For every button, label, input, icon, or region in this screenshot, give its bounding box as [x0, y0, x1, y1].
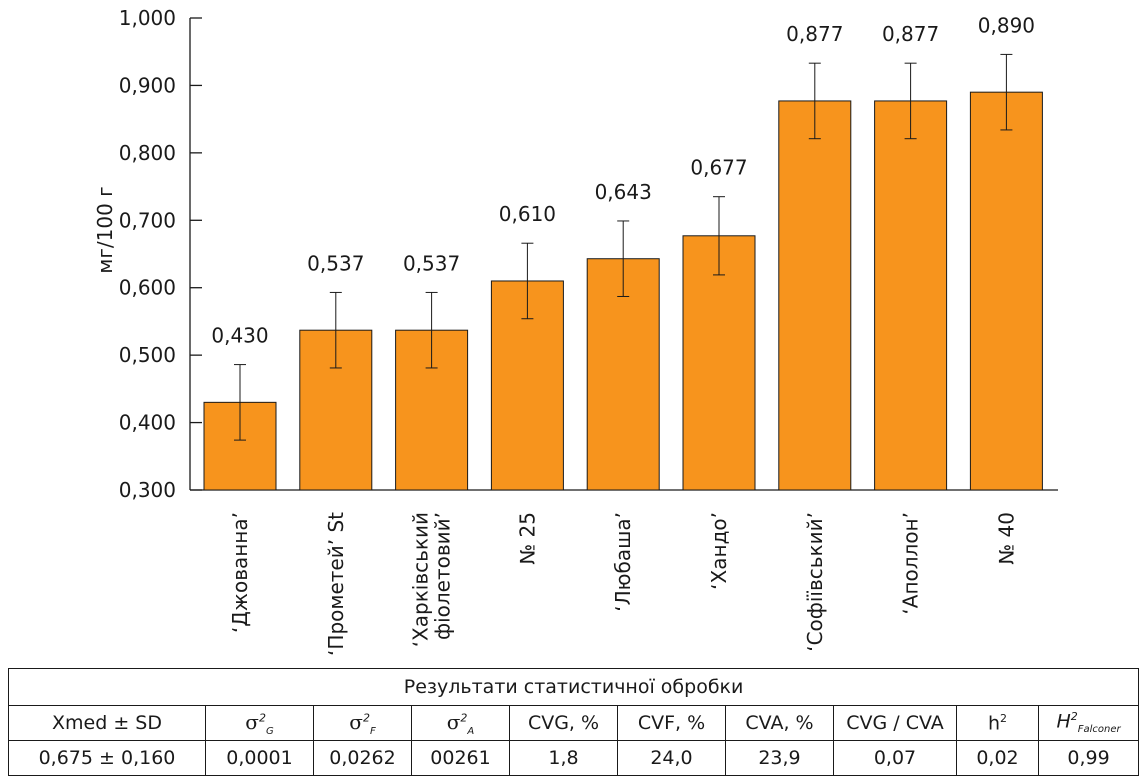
category-label-line: № 40	[994, 512, 1018, 565]
header-sigma-a: σ2A	[411, 705, 510, 741]
table-cell: 00261	[411, 740, 510, 776]
data-label: 0,537	[403, 251, 460, 275]
category-labels: ʻДжованнаʼ ʻПрометейʼ St ʻХарківськийфіоле…	[228, 512, 1018, 656]
header-cvg-cva: CVG / CVA	[833, 705, 957, 741]
table-header-row: Xmed ± SD σ2G σ2F σ2A CVG, % CVF, % CVA,…	[8, 705, 1140, 741]
y-tick-label: 1,000	[119, 6, 176, 30]
statistics-table: Результати статистичної обробки Xmed ± S…	[7, 668, 1140, 776]
y-axis-title: мг/100 г	[93, 186, 117, 273]
category-label: ʻЛюбашаʼ	[611, 512, 635, 612]
y-tick-label: 0,900	[119, 73, 176, 97]
category-label-line: ʻДжованнаʼ	[228, 512, 252, 633]
category-label: ʻСофіївськийʼ	[803, 512, 827, 652]
y-tick-label: 0,800	[119, 141, 176, 165]
error-bars	[234, 53, 1013, 441]
data-label: 0,430	[211, 324, 268, 348]
category-label: № 25	[515, 512, 539, 565]
data-label: 0,890	[978, 13, 1035, 37]
bar	[874, 100, 948, 491]
y-tick-label: 0,600	[119, 276, 176, 300]
header-h2-falconer: H2Falconer	[1037, 705, 1140, 741]
bar	[969, 91, 1043, 491]
data-label: 0,643	[595, 180, 652, 204]
bars	[203, 91, 1043, 491]
table-cell: 0,675 ± 0,160	[8, 740, 206, 776]
header-cvf: CVF, %	[617, 705, 726, 741]
category-label-line: ʻХандоʼ	[707, 512, 731, 590]
y-tick-label: 0,700	[119, 208, 176, 232]
category-label-line: ʻХарківський	[409, 512, 433, 647]
category-label-line: ʻПрометейʼ St	[324, 512, 348, 656]
bar	[778, 100, 852, 491]
y-ticks: 0,300 0,400 0,500 0,600 0,700 0,800 0,900 1,000	[119, 6, 202, 502]
table-caption: Результати статистичної обробки	[7, 668, 1140, 706]
category-label-line: № 25	[515, 512, 539, 565]
header-h2: h2	[956, 705, 1039, 741]
category-label-line: ʻЛюбашаʼ	[611, 512, 635, 612]
bar	[586, 258, 660, 491]
table-cell: 1,8	[509, 740, 618, 776]
bar	[682, 235, 756, 491]
category-label: ʻАполлонʼ	[899, 512, 923, 615]
table-cell: 23,9	[725, 740, 834, 776]
table-cell: 0,0262	[313, 740, 412, 776]
category-label: № 40	[994, 512, 1018, 565]
table-cell: 0,02	[956, 740, 1039, 776]
category-label: ʻДжованнаʼ	[228, 512, 252, 633]
header-xmed: Xmed ± SD	[8, 705, 206, 741]
data-label: 0,537	[307, 251, 364, 275]
header-sigma-g: σ2G	[205, 705, 314, 741]
header-sigma-f: σ2F	[313, 705, 412, 741]
bar-chart: мг/100 г 0,3000,4000,5000,6000,7000,8000…	[93, 6, 1058, 656]
category-label-line: ʻАполлонʼ	[899, 512, 923, 615]
data-label: 0,677	[690, 156, 747, 180]
y-tick-label: 0,300	[119, 478, 176, 502]
y-tick-label: 0,500	[119, 343, 176, 367]
value-labels: 0,430 0,537 0,537 0,610 0,643 0,677 0,877 0,877…	[211, 13, 1035, 347]
table-cell: 0,99	[1037, 740, 1140, 776]
header-cva: CVA, %	[725, 705, 834, 741]
data-label: 0,610	[499, 202, 556, 226]
table-row: 0,675 ± 0,160 0,0001 0,0262 00261 1,8 24…	[8, 740, 1140, 776]
data-label: 0,877	[786, 22, 843, 46]
category-label-line: ʻСофіївськийʼ	[803, 512, 827, 652]
data-label: 0,877	[882, 22, 939, 46]
category-label-line: фіолетовийʼ	[431, 512, 455, 640]
table-cell: 0,07	[833, 740, 957, 776]
table-cell: 0,0001	[205, 740, 314, 776]
category-label: ʻПрометейʼ St	[324, 512, 348, 656]
category-label: ʻХандоʼ	[707, 512, 731, 590]
header-cvg: CVG, %	[509, 705, 618, 741]
y-tick-label: 0,400	[119, 411, 176, 435]
table-cell: 24,0	[617, 740, 726, 776]
